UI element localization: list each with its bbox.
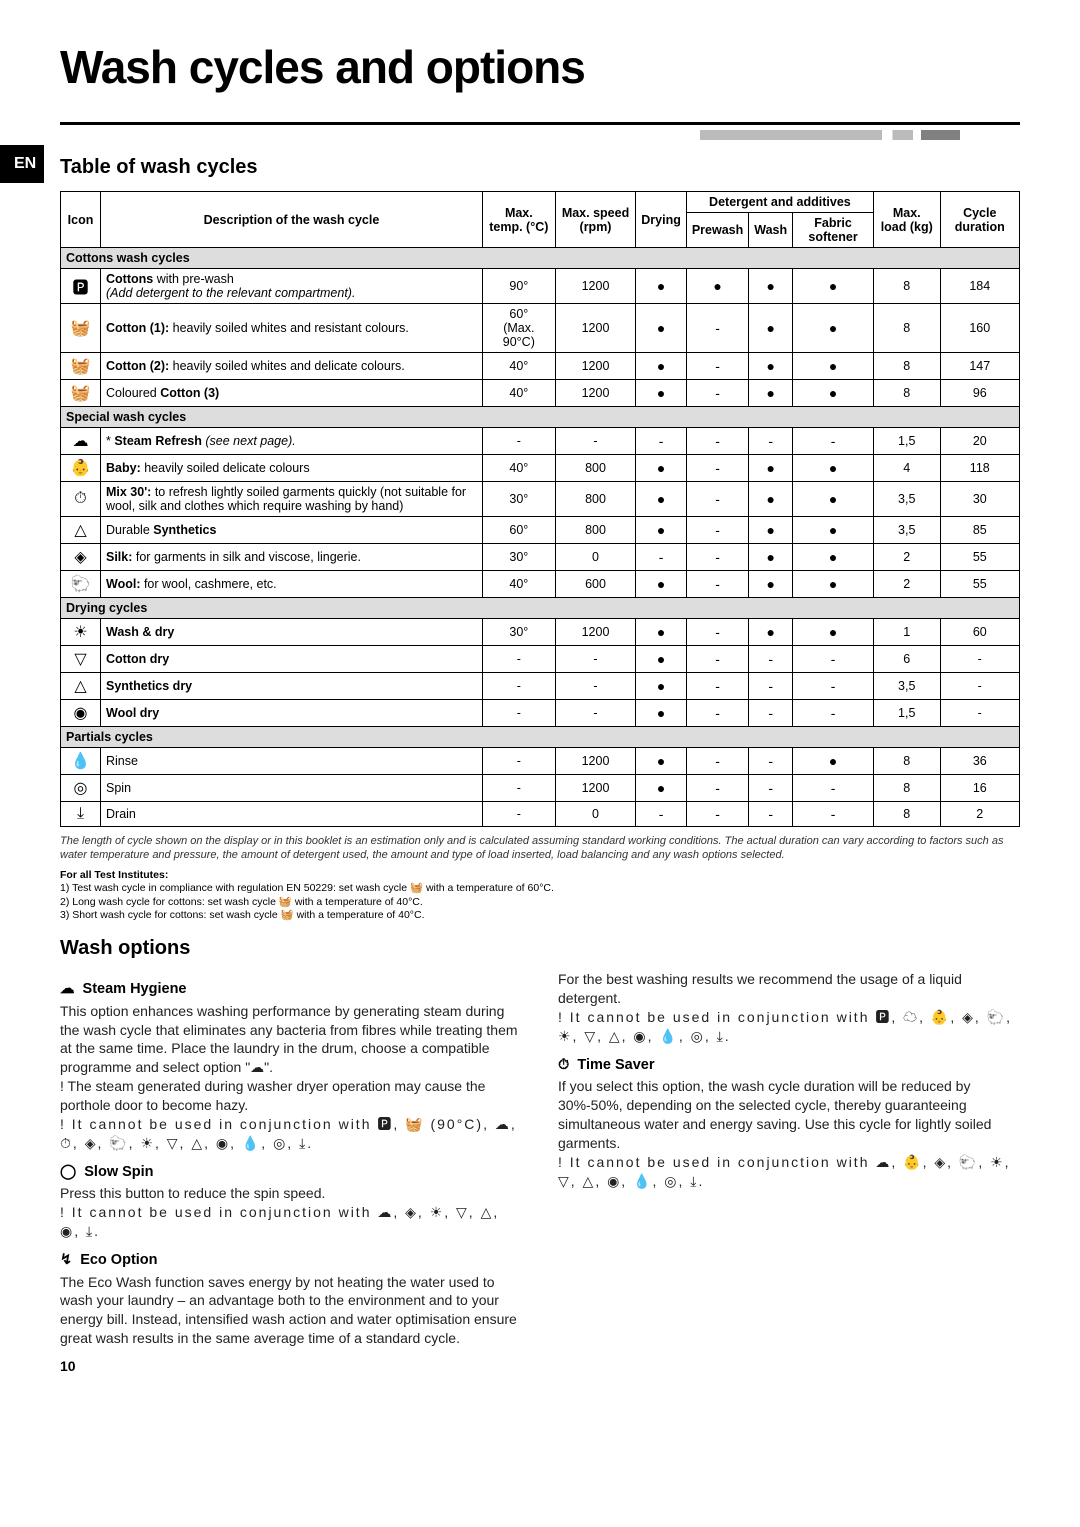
th-softener: Fabric softener xyxy=(793,213,874,248)
time-body: If you select this option, the wash cycl… xyxy=(558,1077,1020,1153)
wash-cycle-table: Icon Description of the wash cycle Max. … xyxy=(60,191,1020,827)
slow-warn: ! It cannot be used in conjunction with … xyxy=(60,1203,522,1241)
table-row: 👶Baby: heavily soiled delicate colours40… xyxy=(61,455,1020,482)
table-row: 🧺Coloured Cotton (3)40°1200●-●●896 xyxy=(61,380,1020,407)
steam-title-text: Steam Hygiene xyxy=(83,981,187,997)
th-wash: Wash xyxy=(749,213,793,248)
eco-warn: ! It cannot be used in conjunction with … xyxy=(558,1008,1020,1046)
table-group-row: Cottons wash cycles xyxy=(61,248,1020,269)
eco-icon: ↯ xyxy=(60,1252,72,1268)
horizontal-rule xyxy=(60,122,1020,125)
wash-options-heading: Wash options xyxy=(60,937,1020,960)
eco-intro: For the best washing results we recommen… xyxy=(558,970,1020,1008)
table-group-row: Partials cycles xyxy=(61,727,1020,748)
options-left-column: ☁ Steam Hygiene This option enhances was… xyxy=(60,970,522,1348)
th-speed: Max. speed (rpm) xyxy=(555,192,635,248)
th-detergent-group: Detergent and additives xyxy=(686,192,873,213)
table-row: △Synthetics dry--●---3,5- xyxy=(61,673,1020,700)
table-row: △Durable Synthetics60°800●-●●3,585 xyxy=(61,517,1020,544)
options-right-column: For the best washing results we recommen… xyxy=(558,970,1020,1348)
th-duration: Cycle duration xyxy=(940,192,1019,248)
th-desc: Description of the wash cycle xyxy=(101,192,483,248)
footnote-text: The length of cycle shown on the display… xyxy=(60,835,1020,863)
decor-strip xyxy=(700,130,960,140)
table-group-row: Drying cycles xyxy=(61,598,1020,619)
test-institutes-notes: For all Test Institutes: 1) Test wash cy… xyxy=(60,869,1020,924)
time-warn: ! It cannot be used in conjunction with … xyxy=(558,1153,1020,1191)
test-heading: For all Test Institutes: xyxy=(60,869,168,881)
table-row: ◉Wool dry--●---1,5- xyxy=(61,700,1020,727)
page-number: 10 xyxy=(60,1358,76,1374)
language-badge: EN xyxy=(0,145,44,183)
page-title: Wash cycles and options xyxy=(60,40,1020,94)
eco-body: The Eco Wash function saves energy by no… xyxy=(60,1273,522,1349)
time-saver-title: ⏱ Time Saver xyxy=(558,1056,1020,1076)
table-row: ☁* Steam Refresh (see next page).------1… xyxy=(61,428,1020,455)
table-row: ⤓Drain-0----82 xyxy=(61,802,1020,827)
table-row: ☀Wash & dry30°1200●-●●160 xyxy=(61,619,1020,646)
test-line-2: 2) Long wash cycle for cottons: set wash… xyxy=(60,896,423,908)
table-row: 🧺Cotton (2): heavily soiled whites and d… xyxy=(61,353,1020,380)
th-temp: Max. temp. (°C) xyxy=(482,192,555,248)
test-line-1: 1) Test wash cycle in compliance with re… xyxy=(60,882,554,894)
eco-option-title: ↯ Eco Option xyxy=(60,1251,522,1271)
slow-title-text: Slow Spin xyxy=(84,1164,153,1180)
slow-spin-title: ◯ Slow Spin xyxy=(60,1163,522,1183)
table-row: ◈Silk: for garments in silk and viscose,… xyxy=(61,544,1020,571)
table-row: ▽Cotton dry--●---6- xyxy=(61,646,1020,673)
slow-body: Press this button to reduce the spin spe… xyxy=(60,1184,522,1203)
th-icon: Icon xyxy=(61,192,101,248)
steam-warn2: ! It cannot be used in conjunction with … xyxy=(60,1115,522,1153)
th-drying: Drying xyxy=(636,192,687,248)
steam-body: This option enhances washing performance… xyxy=(60,1002,522,1078)
time-title-text: Time Saver xyxy=(577,1057,654,1073)
table-row: 💧Rinse-1200●--●836 xyxy=(61,748,1020,775)
table-row: ⏱Mix 30': to refresh lightly soiled garm… xyxy=(61,482,1020,517)
time-saver-icon: ⏱ xyxy=(558,1057,569,1073)
steam-warn1: ! The steam generated during washer drye… xyxy=(60,1077,522,1115)
steam-hygiene-title: ☁ Steam Hygiene xyxy=(60,980,522,1000)
table-row: ◎Spin-1200●---816 xyxy=(61,775,1020,802)
th-load: Max. load (kg) xyxy=(873,192,940,248)
table-row: 🅿Cottons with pre-wash(Add detergent to … xyxy=(61,269,1020,304)
steam-icon: ☁ xyxy=(60,981,75,997)
th-prewash: Prewash xyxy=(686,213,748,248)
test-line-3: 3) Short wash cycle for cottons: set was… xyxy=(60,909,425,921)
section-title: Table of wash cycles xyxy=(60,156,258,179)
eco-title-text: Eco Option xyxy=(80,1252,157,1268)
table-row: 🐑Wool: for wool, cashmere, etc.40°600●-●… xyxy=(61,571,1020,598)
table-row: 🧺Cotton (1): heavily soiled whites and r… xyxy=(61,304,1020,353)
table-group-row: Special wash cycles xyxy=(61,407,1020,428)
slow-spin-icon: ◯ xyxy=(60,1164,76,1180)
